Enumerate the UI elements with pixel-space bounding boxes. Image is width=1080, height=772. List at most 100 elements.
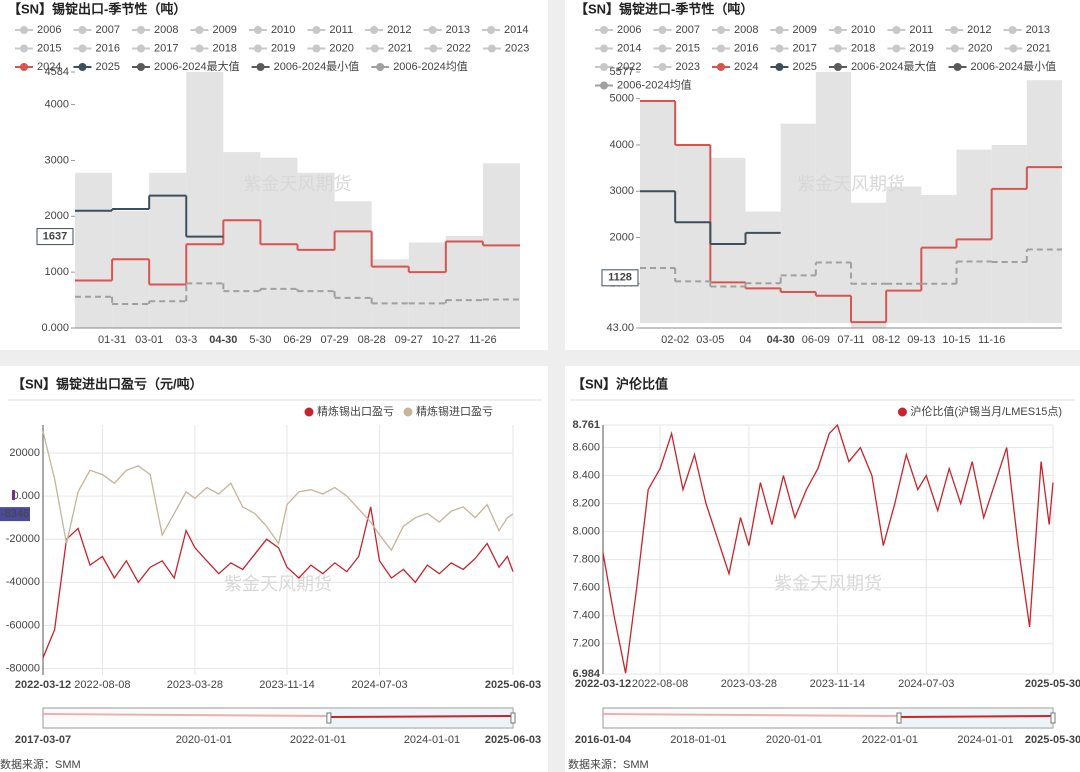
legend-icon xyxy=(78,63,87,71)
x-tick-label: 2023-03-28 xyxy=(167,679,223,691)
x-tick-label: 09-27 xyxy=(395,334,423,346)
range-band xyxy=(408,242,446,328)
legend-icon xyxy=(304,407,314,417)
legend-label: 2017 xyxy=(154,42,178,54)
range-band xyxy=(371,259,409,328)
legend-icon xyxy=(78,44,87,53)
y-tick-label: 0.000 xyxy=(41,322,69,334)
legend-icon xyxy=(953,63,962,71)
legend-label: 2019 xyxy=(271,42,295,54)
slider-preview xyxy=(602,713,900,717)
x-tick-label: 01-31 xyxy=(98,334,126,346)
range-band xyxy=(1026,80,1062,324)
y-tick-label: 4000 xyxy=(45,99,69,111)
legend-icon xyxy=(20,44,28,53)
legend-label: 2021 xyxy=(388,42,412,54)
legend-icon xyxy=(950,44,959,53)
slider-handle[interactable] xyxy=(510,712,516,724)
x-tick-label: 06-29 xyxy=(283,334,311,346)
legend-icon xyxy=(950,26,959,34)
legend-icon xyxy=(892,26,901,34)
slider-handle[interactable] xyxy=(1050,712,1056,724)
range-band xyxy=(334,201,372,328)
slider-label: 2024-01-01 xyxy=(404,734,460,746)
legend-label: 2006-2024最大值 xyxy=(851,59,937,73)
legend-icon xyxy=(833,63,842,71)
legend-icon xyxy=(487,44,496,53)
y-tick-label: 8.200 xyxy=(572,498,600,510)
pointer-box xyxy=(36,228,74,246)
legend-label: 2008 xyxy=(734,24,758,36)
legend-icon xyxy=(78,26,87,34)
y-tick-label: 0.000 xyxy=(12,490,40,502)
y-tick-label: -20000 xyxy=(6,533,40,545)
legend-label: 2010 xyxy=(851,24,875,36)
y-tick-label: 6.984 xyxy=(572,668,600,680)
legend-icon xyxy=(775,63,784,71)
legend-label: 2006 xyxy=(617,24,641,36)
legend-icon xyxy=(658,44,667,53)
legend-label: 2017 xyxy=(792,42,816,54)
pointer-label: -8346 xyxy=(1,508,29,520)
legend-label: 2020 xyxy=(968,42,992,54)
legend-label: 2009 xyxy=(212,24,236,36)
legend-label: 2018 xyxy=(851,42,875,54)
y-tick-label: 3000 xyxy=(610,185,634,197)
pointer-tick xyxy=(12,490,15,501)
legend-label: 2006-2024最小值 xyxy=(274,60,360,73)
legend-icon xyxy=(195,26,204,34)
y-tick-label: 1000 xyxy=(45,266,69,278)
x-tick-label: 03-3 xyxy=(175,334,197,346)
x-tick-label: 09-13 xyxy=(907,334,935,346)
legend-label: 2021 xyxy=(1026,42,1050,54)
legend-icon xyxy=(136,63,145,71)
range-band xyxy=(886,186,922,324)
x-tick-label: 2023-03-28 xyxy=(721,678,777,690)
y-tick-label: -80000 xyxy=(6,662,40,674)
x-tick-label: 2022-03-12 xyxy=(575,678,631,690)
y-tick-label: 7.200 xyxy=(572,638,600,650)
x-tick-label: 5-30 xyxy=(249,334,271,346)
legend-icon xyxy=(716,63,725,71)
legend-icon xyxy=(256,63,265,71)
series-line xyxy=(42,431,514,552)
legend-icon xyxy=(833,26,842,34)
legend-label: 2013 xyxy=(1026,24,1050,36)
slider-label: 2025-06-03 xyxy=(485,734,541,746)
x-tick-label: 2025-06-03 xyxy=(485,679,541,691)
legend-icon xyxy=(892,44,901,53)
slider-label: 2016-01-04 xyxy=(575,734,632,746)
legend-icon xyxy=(136,44,145,53)
range-band xyxy=(851,202,887,328)
legend-label: 2013 xyxy=(446,24,470,36)
y-tick-label: 8.000 xyxy=(572,526,600,538)
legend-label: 2020 xyxy=(329,42,353,54)
slider-handle[interactable] xyxy=(896,712,902,724)
legend-icon xyxy=(716,26,725,34)
panel xyxy=(0,366,548,772)
legend-icon xyxy=(716,44,725,53)
range-band xyxy=(675,144,711,324)
range-band xyxy=(956,149,992,324)
slider-handle[interactable] xyxy=(326,712,332,724)
x-tick-label: 04 xyxy=(739,334,751,346)
chart-title: 【SN】锡锭进口-季节性（吨） xyxy=(575,1,753,16)
legend-label: 2022 xyxy=(446,42,470,54)
legend-label: 2007 xyxy=(95,24,119,36)
legend-icon xyxy=(20,26,28,34)
source-note: 数据来源：SMM xyxy=(0,757,81,771)
watermark: 紫金天风期货 xyxy=(797,174,905,194)
range-band xyxy=(991,144,1027,324)
legend-label: 2011 xyxy=(909,24,933,36)
slider-window xyxy=(328,708,513,728)
legend-icon xyxy=(20,63,28,71)
y-tick-label: 20000 xyxy=(9,447,40,459)
y-tick-label: 2000 xyxy=(45,210,69,222)
legend-label: 2006-2024最大值 xyxy=(154,59,240,73)
legend-label: 2023 xyxy=(505,42,529,54)
legend-label: 2014 xyxy=(617,42,641,54)
range-band xyxy=(445,235,483,328)
legend-label: 2022 xyxy=(617,61,641,73)
y-tick-label: 7.400 xyxy=(572,610,600,622)
